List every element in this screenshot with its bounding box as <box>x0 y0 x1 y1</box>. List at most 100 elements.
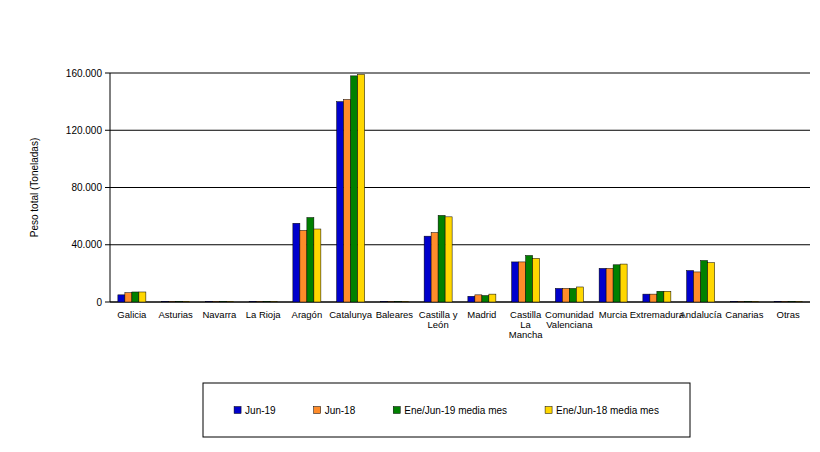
category-label-line: Catalunya <box>329 309 372 320</box>
bar <box>519 262 526 302</box>
bar <box>620 264 627 302</box>
bar <box>351 76 358 302</box>
category-label-line: Navarra <box>202 309 237 320</box>
bar <box>314 229 321 302</box>
bar <box>300 230 307 302</box>
bar <box>176 301 183 302</box>
tick-label: 40.000 <box>71 239 102 250</box>
y-axis <box>110 73 111 302</box>
bar <box>569 288 576 302</box>
bar <box>606 268 613 302</box>
category-label: La Rioja <box>246 309 282 320</box>
bar <box>183 301 190 302</box>
legend-swatch <box>393 407 400 414</box>
category-label: Baleares <box>376 309 414 320</box>
tick-label: 0 <box>96 297 102 308</box>
legend-label: Ene/Jun-18 media mes <box>556 405 659 416</box>
bar <box>701 260 708 302</box>
bar <box>263 301 270 302</box>
category-label-line: Valenciana <box>546 319 593 330</box>
category-label: Madrid <box>467 309 496 320</box>
bar <box>533 258 540 302</box>
bar <box>139 292 146 302</box>
bar <box>438 215 445 302</box>
category-label: Asturias <box>158 309 193 320</box>
bar <box>512 262 519 302</box>
bar <box>118 295 125 302</box>
grid-line <box>110 130 810 131</box>
category-label: Aragón <box>292 309 323 320</box>
legend-swatch <box>234 407 241 414</box>
bar <box>249 301 256 302</box>
bar <box>694 272 701 302</box>
bar <box>445 217 452 302</box>
bar <box>162 301 169 302</box>
legend-box <box>203 383 690 437</box>
grid-line <box>110 187 810 188</box>
category-label: Navarra <box>202 309 237 320</box>
category-label: Otras <box>777 309 800 320</box>
bar <box>256 301 263 302</box>
category-label: Extremadura <box>630 309 685 320</box>
bar <box>307 218 314 302</box>
category-label-line: Canarias <box>725 309 763 320</box>
bar <box>358 74 365 302</box>
bar <box>226 301 233 302</box>
bar <box>643 294 650 302</box>
category-label-line: Madrid <box>467 309 496 320</box>
grid-line <box>110 73 810 74</box>
bar <box>270 301 277 302</box>
tick-mark <box>105 244 110 245</box>
tick-mark <box>105 187 110 188</box>
bar <box>657 291 664 302</box>
category-label-line: Murcia <box>599 309 628 320</box>
bar <box>576 287 583 302</box>
category-label: CastillaLaMancha <box>509 309 544 340</box>
bar <box>401 301 408 302</box>
bars <box>118 74 802 302</box>
bar <box>125 293 132 302</box>
category-label-line: León <box>428 319 449 330</box>
category-label-line: Otras <box>777 309 800 320</box>
bar <box>212 301 219 302</box>
bar <box>774 301 781 302</box>
category-label: Galicia <box>117 309 147 320</box>
tick-mark <box>105 73 110 74</box>
category-label-line: Asturias <box>158 309 193 320</box>
bar <box>219 301 226 302</box>
bar <box>708 263 715 302</box>
bar <box>744 301 751 302</box>
bar <box>293 223 300 302</box>
bar <box>387 301 394 302</box>
category-label-line: La Rioja <box>246 309 282 320</box>
bar <box>599 268 606 302</box>
bar <box>337 102 344 302</box>
bar <box>562 288 569 302</box>
bar <box>489 294 496 302</box>
bar <box>788 301 795 302</box>
category-label-line: Mancha <box>509 329 544 340</box>
bar <box>132 292 139 302</box>
legend-label: Ene/Jun-19 media mes <box>404 405 507 416</box>
legend-swatch <box>545 407 552 414</box>
category-label-line: Baleares <box>376 309 414 320</box>
category-label-line: Galicia <box>117 309 147 320</box>
category-label-line: Aragón <box>292 309 323 320</box>
bar <box>468 296 475 302</box>
bar <box>664 291 671 302</box>
category-label: Canarias <box>725 309 763 320</box>
category-label: Catalunya <box>329 309 372 320</box>
tick-mark <box>105 302 110 303</box>
bar <box>781 301 788 302</box>
tick-label: 120.000 <box>66 125 103 136</box>
category-label-line: Extremadura <box>630 309 685 320</box>
bar <box>205 301 212 302</box>
bar <box>482 296 489 302</box>
bar <box>526 255 533 302</box>
category-label: ComunidadValenciana <box>545 309 594 330</box>
bar <box>424 236 431 302</box>
category-label: Castilla yLeón <box>419 309 458 330</box>
legend-swatch <box>314 407 321 414</box>
bar <box>737 301 744 302</box>
bar <box>613 265 620 302</box>
